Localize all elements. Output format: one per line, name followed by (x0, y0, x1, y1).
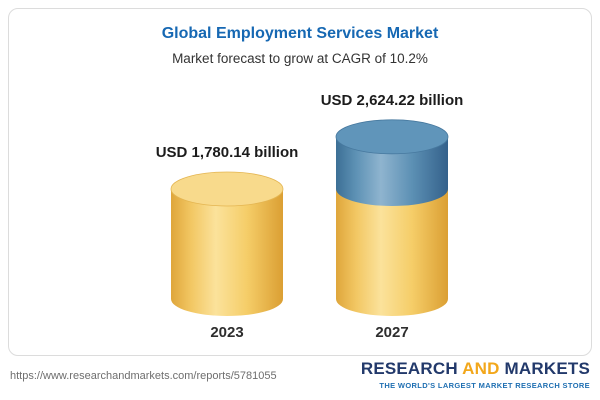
logo-word-markets: MARKETS (504, 359, 590, 378)
brand-tagline: THE WORLD'S LARGEST MARKET RESEARCH STOR… (379, 380, 590, 390)
report-url[interactable]: https://www.researchandmarkets.com/repor… (10, 370, 277, 382)
cylinder-2023-top (170, 171, 284, 207)
bar-value-label: USD 1,780.14 billion (155, 143, 299, 161)
chart-card: Global Employment Services Market Market… (8, 8, 592, 356)
cylinder-2027-top (335, 119, 449, 155)
cylinder-2023-body (171, 188, 283, 316)
footer: https://www.researchandmarkets.com/repor… (0, 354, 600, 400)
cylinder-2027-growth-body (336, 136, 448, 206)
chart-subtitle: Market forecast to grow at CAGR of 10.2% (172, 51, 428, 66)
brand-logo-text: RESEARCH AND MARKETS (360, 359, 590, 379)
brand-logo: RESEARCH AND MARKETS THE WORLD'S LARGEST… (360, 359, 590, 390)
chart-canvas (170, 119, 449, 316)
chart-title: Global Employment Services Market (161, 25, 439, 42)
logo-word-research: RESEARCH (360, 359, 458, 378)
cylinder-2027-base-body (336, 188, 448, 316)
bar-category-label: 2027 (375, 324, 409, 341)
logo-word-and: AND (462, 359, 500, 378)
bar-value-label: USD 2,624.22 billion (320, 91, 464, 109)
bar-category-label: 2023 (210, 324, 244, 341)
